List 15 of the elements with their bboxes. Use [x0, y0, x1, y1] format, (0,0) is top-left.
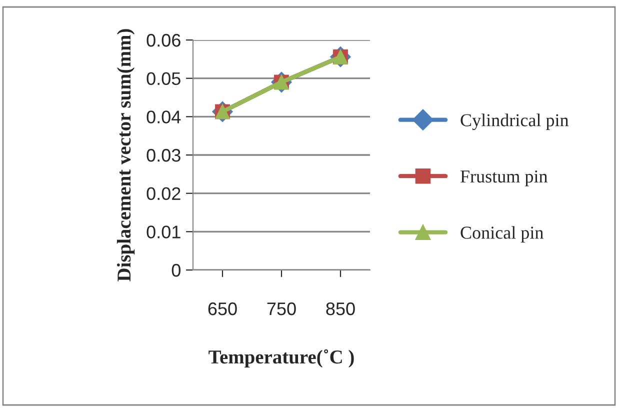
legend-label: Cylindrical pin	[460, 114, 569, 130]
y-tick-label: 0.01	[146, 226, 180, 238]
y-tick-label: 0.06	[146, 34, 180, 47]
y-tick-label: 0.03	[146, 148, 180, 162]
x-tick-label: 650	[208, 302, 237, 316]
y-tick-label: 0.05	[146, 72, 180, 86]
x-tick-label: 850	[326, 302, 355, 316]
x-tick-label: 750	[267, 302, 296, 316]
y-tick-label: 0	[172, 264, 180, 277]
legend-label: Frustum pin	[460, 170, 548, 186]
y-axis-title: Displacement vector sum(mm)	[116, 29, 135, 282]
x-axis-title: Temperature(˚C )	[208, 349, 354, 368]
legend-label: Conical pin	[460, 226, 544, 242]
y-tick-label: 0.02	[146, 187, 180, 200]
y-tick-label: 0.04	[146, 110, 181, 124]
